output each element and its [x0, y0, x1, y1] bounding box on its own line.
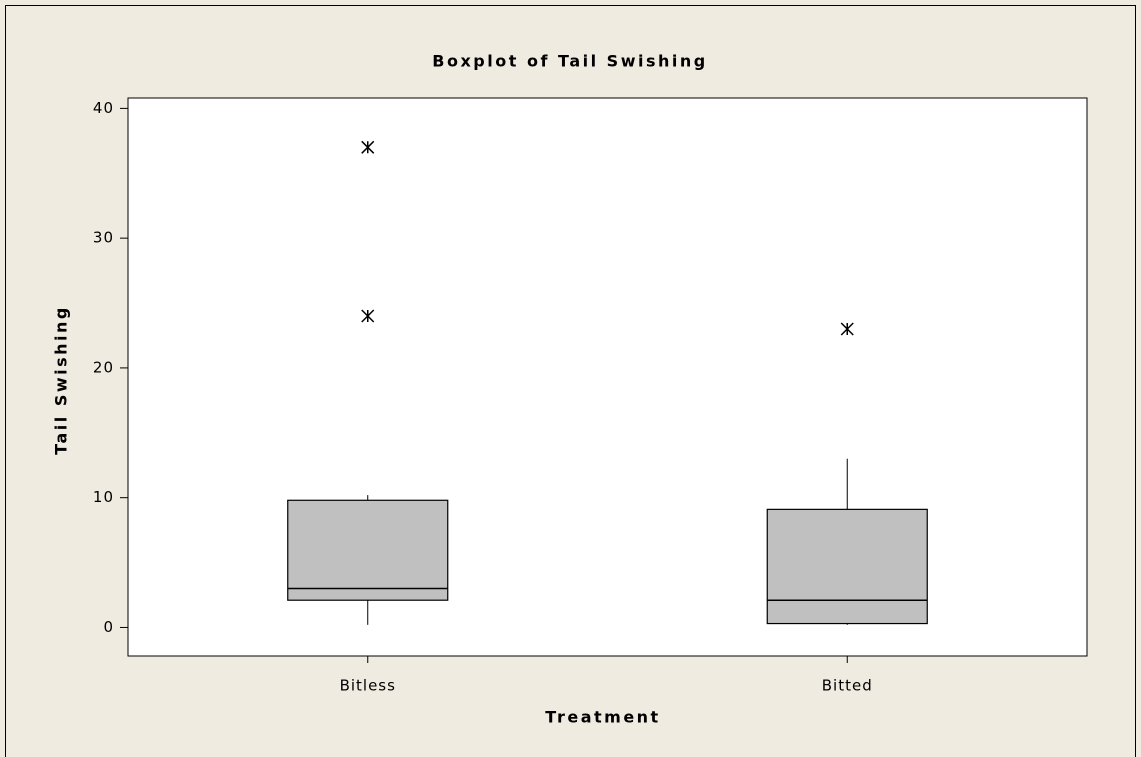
- outlier: [840, 322, 854, 336]
- plot-area: [127, 97, 1088, 657]
- y-tick-label: 0: [103, 618, 114, 636]
- y-tick-label: 40: [93, 99, 114, 117]
- y-tick-label: 30: [93, 229, 114, 247]
- outlier: [361, 309, 375, 323]
- y-tick-label: 10: [93, 488, 114, 506]
- x-tick-label: Bitless: [340, 677, 396, 695]
- y-tick-label: 20: [93, 358, 114, 376]
- chart-title: Boxplot of Tail Swishing: [432, 52, 707, 71]
- x-axis-label: Treatment: [545, 708, 660, 727]
- outlier: [361, 140, 375, 154]
- box: [287, 499, 449, 601]
- box: [766, 508, 928, 625]
- y-axis-label: Tail Swishing: [52, 305, 71, 455]
- x-tick-label: Bitted: [822, 677, 873, 695]
